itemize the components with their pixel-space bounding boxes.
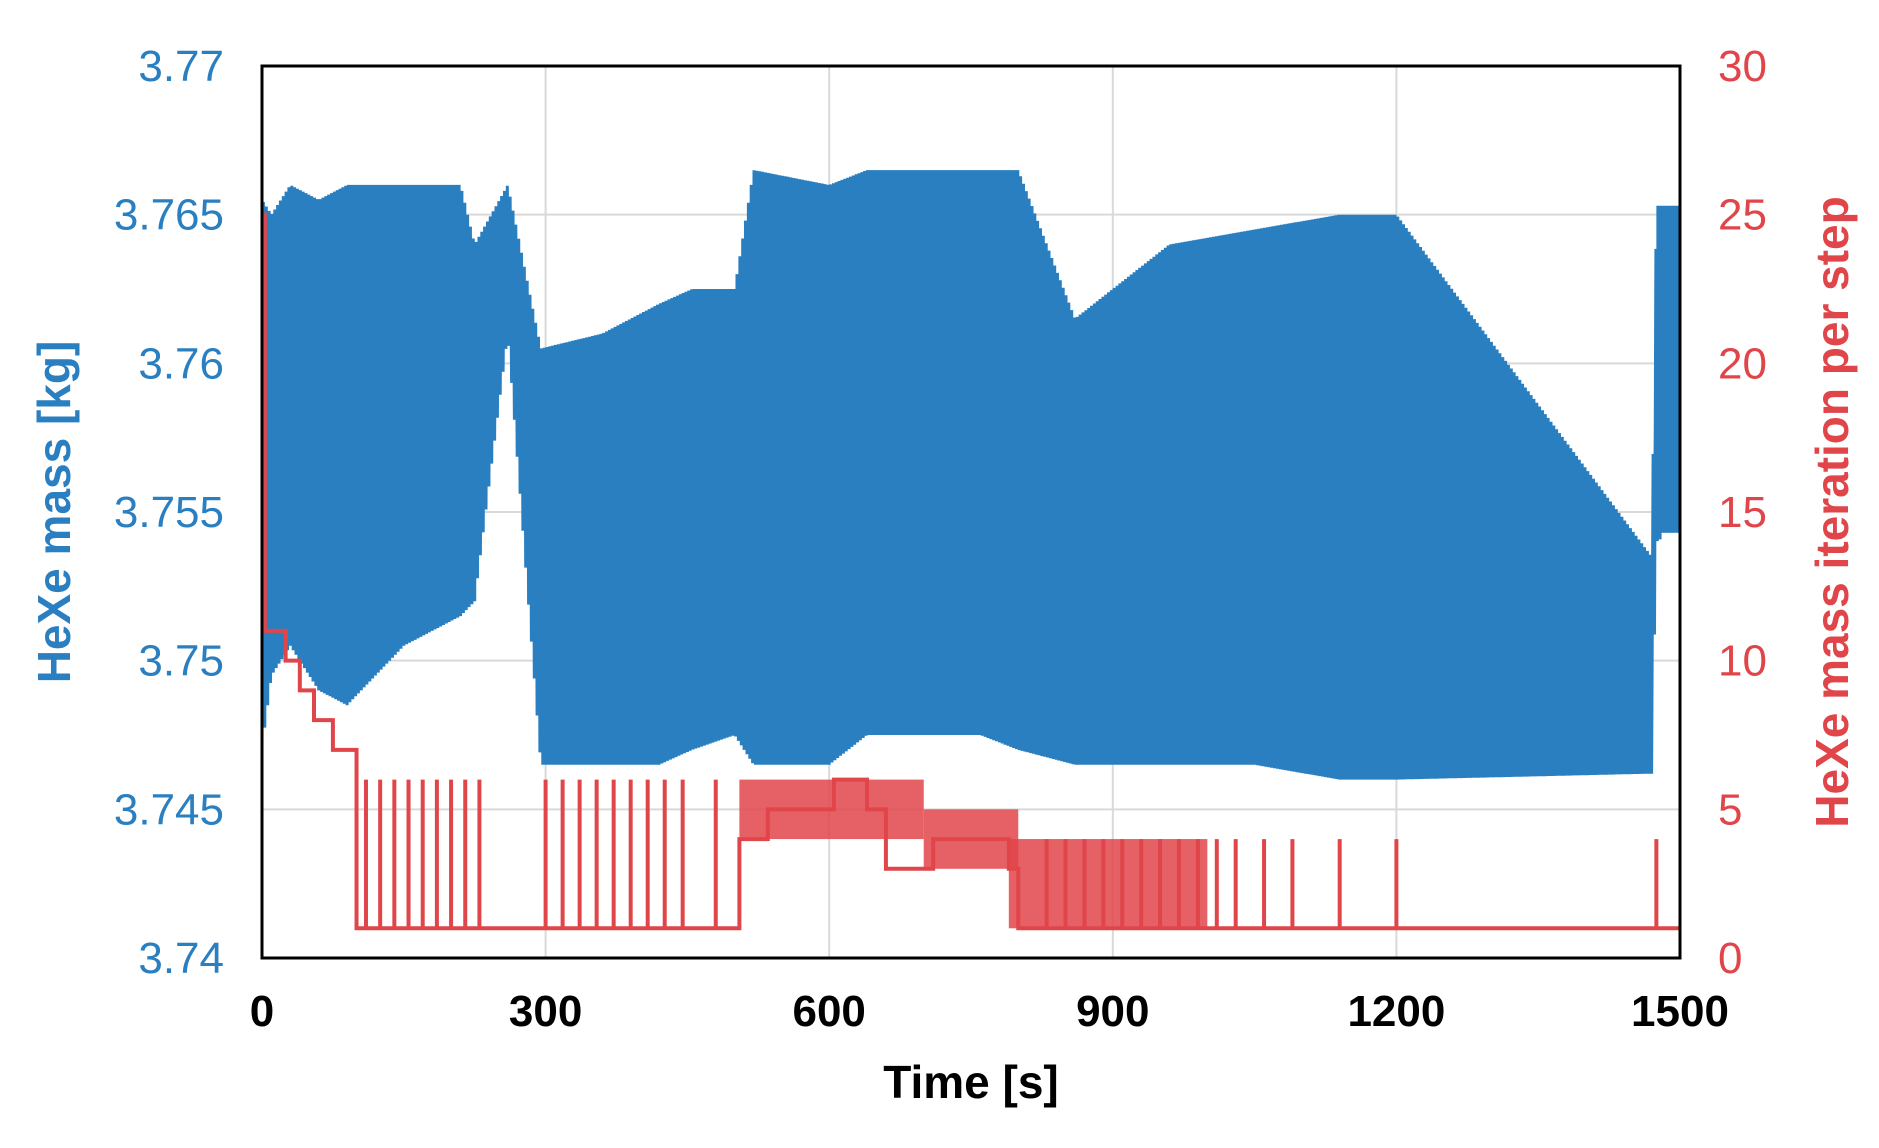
y-right-tick-labels: 0 5 10 15 20 25 30 <box>1718 42 1767 983</box>
y-right-tick-label: 30 <box>1718 42 1767 91</box>
hexe-mass-series <box>260 170 1680 780</box>
y-left-tick-label: 3.765 <box>114 191 224 240</box>
y-left-tick-label: 3.76 <box>138 339 224 388</box>
x-tick-label: 0 <box>250 987 274 1036</box>
y-right-tick-label: 0 <box>1718 934 1742 983</box>
y-right-tick-label: 5 <box>1718 785 1742 834</box>
hexe-mass-band <box>262 211 1662 735</box>
y-left-tick-label: 3.77 <box>138 42 224 91</box>
x-tick-label: 1200 <box>1347 987 1445 1036</box>
y-left-tick-label: 3.75 <box>138 637 224 686</box>
y-left-tick-label: 3.755 <box>114 488 224 537</box>
y-left-tick-label: 3.745 <box>114 785 224 834</box>
y-right-tick-label: 20 <box>1718 339 1767 388</box>
hexe-mass-tail <box>1656 205 1680 533</box>
x-tick-label: 600 <box>792 987 865 1036</box>
iteration-series <box>262 212 1680 931</box>
iteration-block <box>1008 839 1208 929</box>
y-left-axis-label: HeXe mass [kg] <box>28 341 80 684</box>
iteration-block <box>739 779 924 840</box>
x-tick-label: 1500 <box>1631 987 1729 1036</box>
y-right-axis-label: HeXe mass iteration per step <box>1806 196 1858 827</box>
x-axis-label: Time [s] <box>883 1056 1059 1108</box>
x-tick-label: 900 <box>1076 987 1149 1036</box>
y-right-tick-label: 10 <box>1718 637 1767 686</box>
x-tick-label: 300 <box>509 987 582 1036</box>
y-left-tick-label: 3.74 <box>138 934 224 983</box>
x-tick-labels: 0 300 600 900 1200 1500 <box>250 987 1729 1036</box>
y-right-tick-label: 25 <box>1718 191 1767 240</box>
plot-frame <box>260 64 1682 960</box>
iteration-block <box>923 809 1019 869</box>
y-right-tick-label: 15 <box>1718 488 1767 537</box>
y-left-tick-labels: 3.74 3.745 3.75 3.755 3.76 3.765 3.77 <box>114 42 224 983</box>
